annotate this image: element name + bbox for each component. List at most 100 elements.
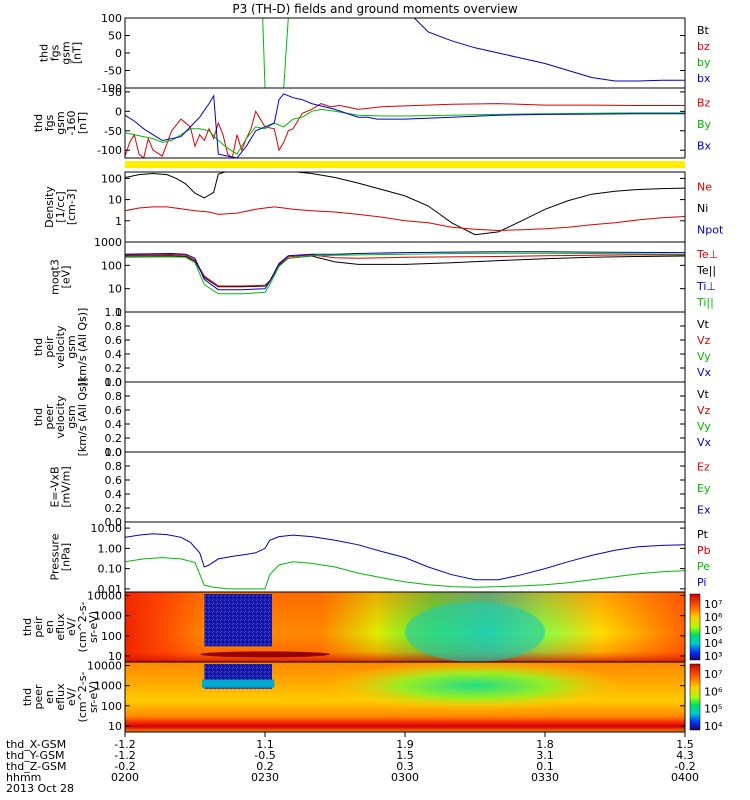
xtick-label: 0200 — [111, 771, 139, 784]
ylabel-line: thd — [21, 618, 34, 636]
ytick-label: 0.6 — [105, 334, 123, 347]
ytick-label: 100 — [101, 172, 122, 185]
ylabel-line: velocity — [54, 325, 67, 368]
ylabel-line: Pressure — [49, 533, 62, 580]
panel-peir_spec: 10000 1000 100 10 thdpeirenefluxeV/(cm^2-s-s… — [21, 590, 723, 663]
ylabel-line: en — [43, 690, 56, 704]
ytick-label: 10000 — [87, 590, 122, 603]
ylabel-line: eflux — [54, 683, 67, 711]
xtick-label: 1.5 — [396, 749, 414, 762]
ytick-label: 10 — [108, 650, 122, 663]
series-fgs_dsl-By — [125, 108, 685, 155]
ylabel-line: [km/s (All Qs)] — [76, 378, 89, 457]
legend-fgs: bx — [697, 72, 711, 85]
ytick-label: 0.2 — [105, 362, 123, 375]
ion-low-energy-band — [200, 651, 330, 658]
colorbar-tick: 10⁴ — [704, 720, 723, 733]
ylabel-line: fgs — [49, 44, 62, 61]
ytick-label: -100 — [97, 144, 122, 157]
ytick-label: 10000 — [87, 660, 122, 673]
colorbar — [689, 593, 701, 661]
panel-frame — [124, 87, 686, 159]
ytick-label: 1000 — [94, 236, 122, 249]
legend-peir_vel: Vt — [697, 318, 710, 331]
ytick-label: 0.2 — [105, 432, 123, 445]
ytick-label: 100 — [101, 700, 122, 713]
xtick-label: 1.8 — [536, 738, 554, 751]
panel-temp: 1000 100 10 1 moqt3[eV] Te⊥ Te|| Ti⊥ Ti|| — [49, 236, 719, 319]
series-fgs-by — [262, 18, 289, 88]
series-temp-Ti — [125, 251, 685, 291]
ylabel-line: [nT] — [71, 42, 84, 64]
ytick-label: 1 — [115, 306, 122, 319]
xaxis-row-label: thd_Y-GSM — [6, 749, 65, 762]
series-fgs-bx — [405, 18, 685, 82]
ytick-label: 100 — [101, 12, 122, 25]
xtick-label: 1.5 — [676, 738, 694, 751]
ytick-label: 10 — [108, 194, 122, 207]
ylabel-line: thd — [38, 44, 51, 62]
chart-title: P3 (TH-D) fields and ground moments over… — [232, 2, 518, 16]
ytick-label: 50 — [108, 30, 122, 43]
ylabel-line: (cm^2-s- — [76, 672, 89, 723]
legend-efield: Ex — [697, 503, 711, 516]
series-density-Ne — [125, 206, 685, 232]
ylabel-line: [nPa] — [60, 543, 73, 571]
panel-density: 100 10 1 Density[1/cc][cm-3] Ne Ni Npot — [43, 171, 724, 243]
ytick-label: 0.4 — [105, 418, 123, 431]
xtick-label: 0330 — [531, 771, 559, 784]
colorbar-tick: 10³ — [704, 650, 722, 663]
ion-spectrogram — [125, 592, 685, 662]
ylabel-line: (cm^2-s- — [76, 602, 89, 653]
data-gap-bar — [125, 161, 685, 168]
ylabel-line: sr-eV) — [87, 611, 100, 643]
ytick-label: 0.6 — [105, 474, 123, 487]
ytick-label: 0.4 — [105, 348, 123, 361]
ylabel-line: thd — [21, 688, 34, 706]
legend-efield: Ez — [697, 461, 710, 474]
legend-peer_vel: Vz — [697, 404, 711, 417]
ytick-label: -50 — [104, 125, 122, 138]
panel-peer_spec: 10000 1000 100 10 thdpeerenefluxeV/(cm^2-s-s… — [21, 660, 723, 733]
ylabel-line: thd — [32, 408, 45, 426]
ylabel-line: gsm — [65, 335, 78, 358]
ytick-label: 0.10 — [98, 563, 123, 576]
electron-edge-band — [202, 679, 275, 688]
ylabel-line: moqt3 — [49, 259, 62, 295]
ytick-label: 100 — [101, 630, 122, 643]
xaxis-row-label: thd_Z-GSM — [6, 760, 66, 773]
xaxis-row-label: hhmm — [6, 771, 41, 784]
ytick-label: 1.0 — [105, 446, 123, 459]
legend-fgs_dsl: By — [697, 118, 712, 131]
legend-fgs: by — [697, 56, 711, 69]
legend-peer_vel: Vx — [697, 436, 712, 449]
ylabel-line: gsm — [54, 111, 67, 134]
xaxis-row-label: thd_X-GSM — [6, 738, 66, 751]
ylabel-line: E=-VxB — [49, 466, 62, 507]
ylabel-line: sr-eV) — [87, 681, 100, 713]
ytick-label: 0.2 — [105, 502, 123, 515]
panel-frame — [124, 381, 686, 453]
ytick-label: 1.00 — [98, 542, 123, 555]
colorbar — [689, 663, 701, 731]
ion-low-flux-region — [204, 594, 272, 647]
colorbar-tick: 10⁷ — [704, 668, 722, 681]
legend-pressure: Pi — [697, 576, 706, 589]
electron-flux-core — [325, 662, 625, 711]
legend-density: Npot — [697, 223, 724, 236]
ylabel-line: fgs — [43, 114, 56, 131]
panel-peir_vel: 1.00.80.60.40.20.0thdpeirvelocitygsm[km/… — [32, 306, 712, 389]
ylabel-temp: moqt3[eV] — [49, 259, 73, 295]
ylabel-line: Density — [43, 186, 56, 228]
ytick-label: 1.0 — [105, 376, 123, 389]
panel-frame — [124, 451, 686, 523]
panel-frame — [124, 17, 686, 89]
colorbar-tick: 10⁴ — [704, 637, 723, 650]
xtick-label: -1.2 — [114, 749, 135, 762]
xtick-label: -0.5 — [254, 749, 275, 762]
xtick-label: 0230 — [251, 771, 279, 784]
